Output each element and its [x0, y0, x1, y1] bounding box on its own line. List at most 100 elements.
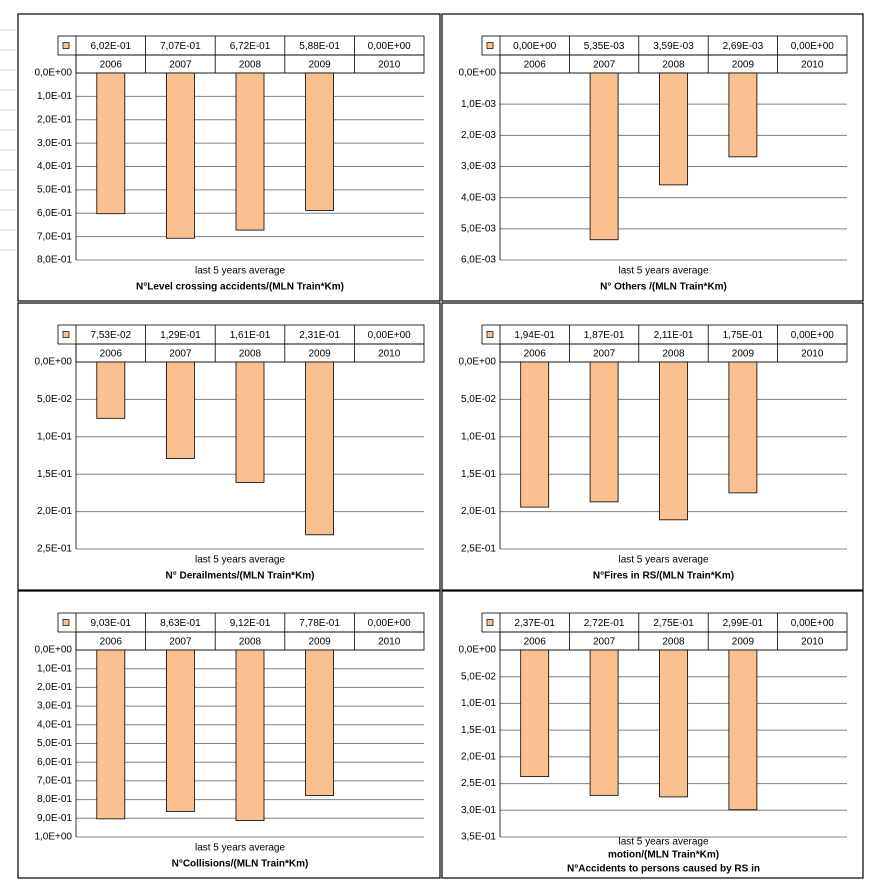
y-tick-label: 0,0E+00	[458, 645, 496, 656]
x-tick-label: 2010	[801, 349, 824, 360]
data-table-value: 5,88E-01	[299, 41, 340, 52]
bar	[96, 361, 126, 419]
chart-frame	[441, 13, 864, 302]
data-table-value: 1,87E-01	[584, 330, 625, 341]
x-tick-label: 2009	[732, 637, 755, 648]
bar	[520, 361, 550, 508]
y-tick-label: 2,0E-03	[461, 130, 496, 141]
bar	[96, 649, 126, 820]
x-tick-label: 2010	[801, 637, 824, 648]
x-tick-label: 2009	[732, 349, 755, 360]
x-tick-label: 2007	[169, 349, 192, 360]
data-table-value: 2,72E-01	[584, 618, 625, 629]
y-tick-label: 4,0E-01	[37, 719, 72, 730]
bar	[659, 72, 688, 186]
bar	[728, 649, 758, 811]
x-tick-label: 2010	[378, 60, 401, 71]
x-tick-label: 2008	[239, 349, 262, 360]
chart: 0,0E+00 1,0E-01 2,0E-01 3,0E-01 4,0E-01 5,0E-…	[17, 13, 441, 302]
y-tick-label: 6,0E-01	[37, 208, 72, 219]
x-tick-label: 2006	[524, 60, 547, 71]
data-table-value: 0,00E+00	[368, 41, 412, 52]
chart: 0,0E+00 5,0E-02 1,0E-01 1,5E-01 2,0E-01 2,5E-…	[441, 590, 864, 879]
y-tick-label: 0,0E+00	[458, 357, 496, 368]
y-tick-label: 3,0E-01	[37, 138, 72, 149]
chart-title: motion/(MLN Train*Km)	[608, 850, 719, 861]
y-tick-label: 5,0E-03	[461, 223, 496, 234]
data-table-value: 6,02E-01	[91, 41, 132, 52]
y-tick-label: 3,0E-01	[461, 805, 496, 816]
y-tick-label: 5,0E-02	[461, 394, 496, 405]
y-tick-label: 0,0E+00	[458, 68, 496, 79]
y-tick-label: 0,0E+00	[34, 645, 72, 656]
y-tick-label: 2,0E-01	[37, 114, 72, 125]
y-tick-label: 2,0E-01	[461, 506, 496, 517]
y-tick-label: 7,0E-01	[37, 231, 72, 242]
data-table-value: 1,29E-01	[160, 330, 201, 341]
y-tick-label: 3,0E-01	[37, 701, 72, 712]
x-tick-label: 2010	[378, 637, 401, 648]
y-tick-label: 2,0E-01	[461, 751, 496, 762]
chart-title: N° Others /(MLN Train*Km)	[600, 282, 727, 293]
bar	[728, 361, 758, 494]
legend-label: last 5 years average	[195, 266, 285, 277]
x-tick-label: 2008	[662, 637, 685, 648]
y-tick-label: 2,0E-01	[37, 506, 72, 517]
x-tick-label: 2006	[100, 637, 123, 648]
x-tick-label: 2007	[593, 60, 616, 71]
data-table-value: 0,00E+00	[791, 618, 835, 629]
x-tick-label: 2008	[662, 60, 685, 71]
chart-title: N°Level crossing accidents/(MLN Train*Km…	[136, 282, 344, 293]
x-tick-label: 2006	[100, 60, 123, 71]
y-tick-label: 8,0E-01	[37, 255, 72, 266]
y-tick-label: 5,0E-01	[37, 185, 72, 196]
chart-frame	[441, 302, 864, 591]
y-tick-label: 4,0E-03	[461, 192, 496, 203]
data-table-value: 1,75E-01	[723, 330, 764, 341]
legend-key	[486, 331, 494, 338]
bar	[165, 361, 195, 459]
legend-key	[62, 331, 70, 338]
y-tick-label: 2,5E-01	[461, 778, 496, 789]
x-tick-label: 2010	[801, 60, 824, 71]
data-table-value: 2,37E-01	[514, 618, 555, 629]
x-tick-label: 2009	[732, 60, 755, 71]
y-tick-label: 1,0E-01	[37, 91, 72, 102]
data-table-value: 0,00E+00	[513, 41, 557, 52]
data-table-value: 0,00E+00	[791, 330, 835, 341]
bar	[96, 72, 126, 215]
chart: 0,0E+00 1,0E-03 2,0E-03 3,0E-03 4,0E-03 5,0E-…	[441, 13, 864, 302]
y-tick-label: 3,5E-01	[461, 832, 496, 843]
data-table-value: 0,00E+00	[368, 618, 412, 629]
bar	[235, 649, 265, 821]
bar	[305, 72, 335, 211]
bar	[659, 361, 688, 521]
data-table-value: 3,59E-03	[653, 41, 694, 52]
y-tick-label: 2,5E-01	[37, 544, 72, 555]
data-table-value: 2,69E-03	[723, 41, 764, 52]
chart: 0,0E+00 5,0E-02 1,0E-01 1,5E-01 2,0E-01 2,5E-…	[441, 302, 864, 591]
chart-title: N°Fires in RS/(MLN Train*Km)	[593, 571, 734, 582]
y-tick-label: 2,0E-01	[37, 682, 72, 693]
y-tick-label: 1,5E-01	[37, 469, 72, 480]
y-tick-label: 5,0E-02	[461, 671, 496, 682]
x-tick-label: 2007	[593, 349, 616, 360]
x-tick-label: 2007	[169, 637, 192, 648]
y-tick-label: 6,0E-01	[37, 757, 72, 768]
data-table-value: 9,03E-01	[91, 618, 132, 629]
bar	[305, 361, 335, 536]
x-tick-label: 2006	[524, 637, 547, 648]
y-tick-label: 3,0E-03	[461, 161, 496, 172]
x-tick-label: 2008	[239, 60, 262, 71]
data-table-value: 2,75E-01	[653, 618, 694, 629]
legend-key	[486, 42, 494, 49]
y-tick-label: 0,0E+00	[34, 357, 72, 368]
data-table-value: 5,35E-03	[584, 41, 625, 52]
legend-key	[62, 42, 70, 49]
x-tick-label: 2008	[239, 637, 262, 648]
chart-title: N°Accidents to persons caused by RS in	[567, 864, 760, 875]
y-tick-label: 1,0E-01	[461, 698, 496, 709]
bar	[589, 361, 619, 503]
y-tick-label: 5,0E-01	[37, 738, 72, 749]
